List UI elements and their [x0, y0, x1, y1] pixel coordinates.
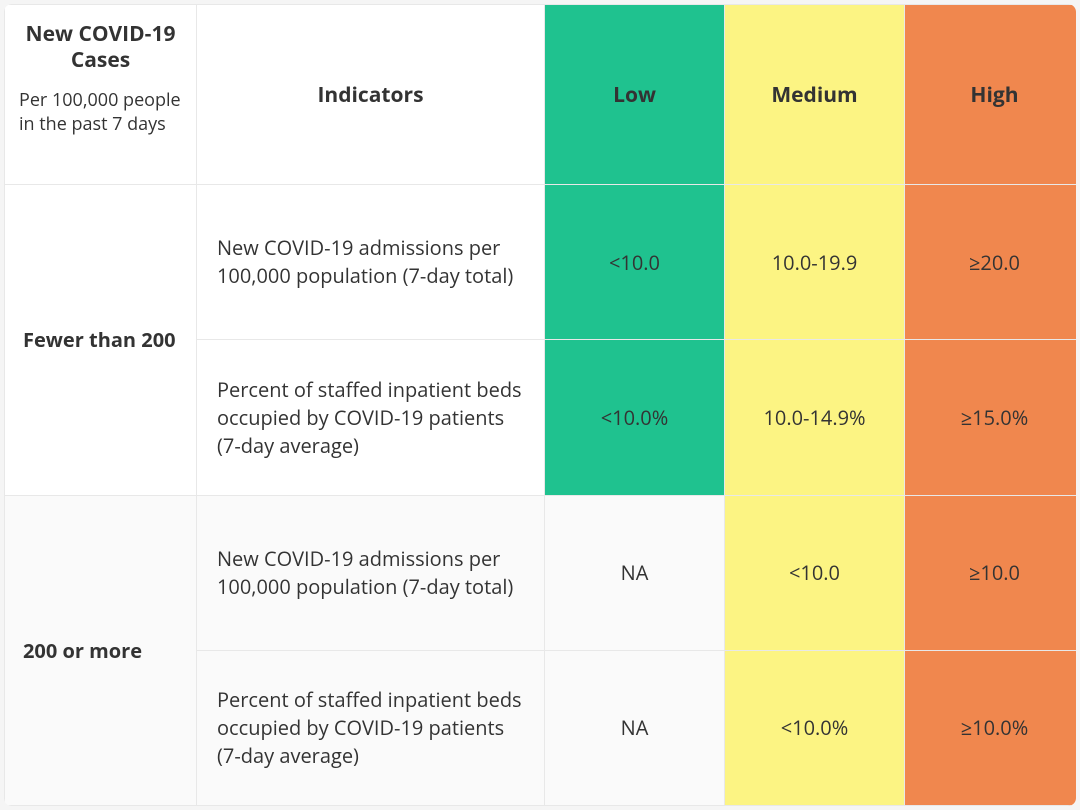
- group-label: Fewer than 200: [5, 185, 197, 495]
- header-high: High: [905, 5, 1077, 185]
- value-medium: <10.0%: [725, 650, 905, 805]
- value-medium: <10.0: [725, 495, 905, 650]
- value-medium: 10.0-14.9%: [725, 340, 905, 495]
- value-high: ≥20.0: [905, 185, 1077, 340]
- header-medium: Medium: [725, 5, 905, 185]
- value-high: ≥10.0: [905, 495, 1077, 650]
- header-indicators: Indicators: [197, 5, 545, 185]
- value-low: <10.0: [545, 185, 725, 340]
- value-high: ≥15.0%: [905, 340, 1077, 495]
- table-header-row: New COVID-19 Cases Per 100,000 people in…: [5, 5, 1077, 185]
- table-row: Fewer than 200 New COVID-19 admissions p…: [5, 185, 1077, 340]
- value-low: NA: [545, 650, 725, 805]
- header-cases-subtitle: Per 100,000 people in the past 7 days: [19, 88, 182, 137]
- indicator-cell: New COVID-19 admissions per 100,000 popu…: [197, 185, 545, 340]
- covid-level-table-container: New COVID-19 Cases Per 100,000 people in…: [4, 4, 1076, 806]
- header-cases-cell: New COVID-19 Cases Per 100,000 people in…: [5, 5, 197, 185]
- indicator-cell: Percent of staffed inpatient beds occupi…: [197, 650, 545, 805]
- covid-level-table: New COVID-19 Cases Per 100,000 people in…: [4, 4, 1076, 806]
- indicator-cell: Percent of staffed inpatient beds occupi…: [197, 340, 545, 495]
- group-label: 200 or more: [5, 495, 197, 805]
- value-low: NA: [545, 495, 725, 650]
- value-high: ≥10.0%: [905, 650, 1077, 805]
- table-row: 200 or more New COVID-19 admissions per …: [5, 495, 1077, 650]
- indicator-cell: New COVID-19 admissions per 100,000 popu…: [197, 495, 545, 650]
- header-cases-title: New COVID-19 Cases: [19, 21, 182, 74]
- value-medium: 10.0-19.9: [725, 185, 905, 340]
- header-low: Low: [545, 5, 725, 185]
- value-low: <10.0%: [545, 340, 725, 495]
